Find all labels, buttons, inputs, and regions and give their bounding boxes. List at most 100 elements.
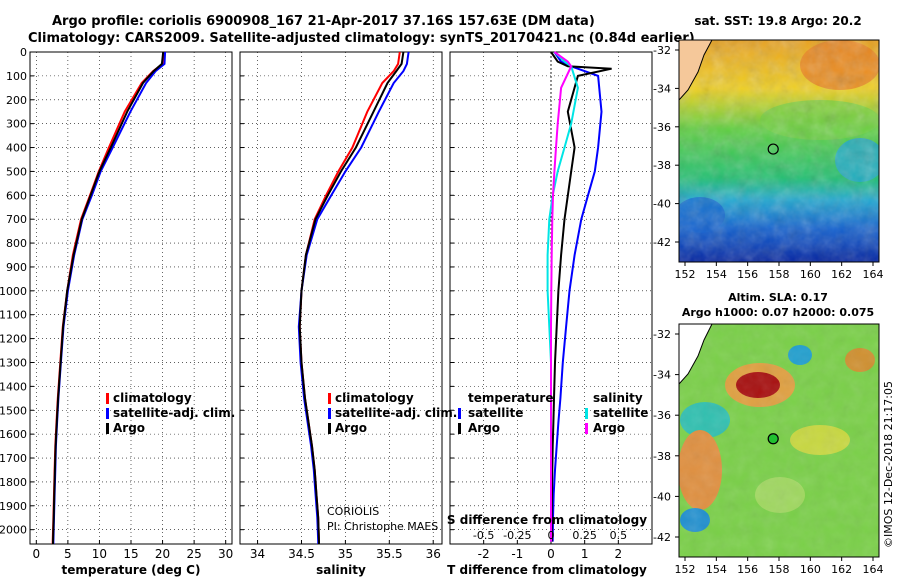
- lon-tick-label: 158: [769, 268, 790, 281]
- depth-tick-label: 0: [20, 46, 27, 59]
- lon-tick-label: 158: [769, 563, 790, 576]
- x-tick-label: 35: [338, 547, 353, 561]
- legend-swatch-argo: [106, 423, 109, 434]
- legend-sal-satellite: satellite: [593, 406, 648, 420]
- legend-temperature-title: temperature: [468, 391, 553, 405]
- t-difference-x-ticks: -2 -1 0 1 2: [478, 547, 622, 561]
- s-x-tick-label: -0.5: [473, 529, 494, 542]
- salinity-legend: climatology satellite-adj. clim. Argo CO…: [327, 391, 457, 533]
- x-tick-label: -1: [511, 547, 523, 561]
- sla-float-marker: [767, 433, 779, 445]
- legend-climatology: climatology: [335, 391, 414, 405]
- depth-tick-label: 1800: [0, 476, 27, 489]
- series-line-salinity-argo: [550, 51, 573, 542]
- sst-lat-ticks: -32 -34 -36 -38 -40 -42: [653, 44, 679, 249]
- depth-tick-label: 900: [6, 261, 27, 274]
- temperature-panel-frame: [29, 51, 233, 545]
- legend-swatch-temp-argo: [458, 423, 461, 434]
- depth-tick-label: 200: [6, 94, 27, 107]
- series-line-climatology: [51, 51, 165, 544]
- lon-tick-label: 152: [675, 268, 696, 281]
- credit-pi: PI: Christophe MAES: [327, 520, 438, 533]
- salinity-lines: [297, 51, 410, 544]
- sst-texture: [679, 40, 879, 262]
- legend-swatch-sal-satellite: [585, 408, 588, 419]
- depth-tick-label: 1300: [0, 356, 27, 369]
- lon-tick-label: 164: [863, 268, 884, 281]
- x-tick-label: -2: [478, 547, 490, 561]
- lon-tick-label: 154: [706, 268, 727, 281]
- depth-tick-label: 1600: [0, 428, 27, 441]
- depth-tick-label: 600: [6, 189, 27, 202]
- legend-temp-argo: Argo: [468, 421, 500, 435]
- legend-satellite: satellite-adj. clim.: [113, 406, 235, 420]
- x-tick-label: 1: [581, 547, 589, 561]
- lat-tick-label: -40: [653, 198, 671, 211]
- s-x-tick-label: -0.25: [503, 529, 531, 542]
- lat-tick-label: -34: [653, 369, 671, 382]
- temperature-grid: [30, 51, 232, 544]
- sla-map: [679, 324, 879, 557]
- salinity-panel-frame: [239, 51, 443, 545]
- legend-swatch-satellite: [106, 408, 109, 419]
- lat-tick-label: -40: [653, 490, 671, 503]
- copyright-stamp: ©IMOS 12-Dec-2018 21:17:05: [882, 381, 895, 548]
- legend-temp-satellite: satellite: [468, 406, 523, 420]
- salinity-grid: [240, 51, 442, 544]
- depth-tick-label: 1000: [0, 285, 27, 298]
- sst-lon-ticks: 152 154 156 158 160 162 164: [675, 262, 884, 281]
- x-tick-label: 15: [123, 547, 138, 561]
- depth-tick-label: 2000: [0, 524, 27, 537]
- t-difference-xlabel: T difference from climatology: [447, 563, 647, 577]
- lon-tick-label: 162: [831, 563, 852, 576]
- lon-tick-label: 160: [800, 563, 821, 576]
- lat-tick-label: -38: [653, 450, 671, 463]
- series-line-argo: [298, 51, 405, 544]
- lat-tick-label: -32: [653, 44, 671, 57]
- lat-tick-label: -42: [653, 236, 671, 249]
- depth-tick-label: 1200: [0, 333, 27, 346]
- legend-swatch-argo: [328, 423, 331, 434]
- s-difference-label: S difference from climatology: [447, 513, 647, 527]
- depth-tick-label: 1400: [0, 380, 27, 393]
- lat-tick-label: -38: [653, 159, 671, 172]
- temperature-legend: climatology satellite-adj. clim. Argo: [106, 391, 235, 435]
- credit-institution: CORIOLIS: [327, 505, 379, 518]
- depth-tick-label: 300: [6, 118, 27, 131]
- depth-tick-labels: 0 100 200 300 400 500 600 700 800 900 1000 1100 1200…: [0, 46, 27, 537]
- series-line-temperature-argo: [550, 51, 612, 542]
- x-tick-label: 34: [250, 547, 265, 561]
- lon-tick-label: 156: [737, 563, 758, 576]
- depth-tick-label: 400: [6, 142, 27, 155]
- lat-tick-label: -42: [653, 531, 671, 544]
- depth-tick-label: 1700: [0, 452, 27, 465]
- difference-legend: temperature satellite Argo salinity sate…: [458, 391, 648, 435]
- s-x-tick-label: 0.5: [610, 529, 628, 542]
- depth-tick-label: 500: [6, 165, 27, 178]
- sla-map-title1: Altim. SLA: 0.17: [728, 291, 828, 304]
- x-tick-label: 30: [218, 547, 233, 561]
- sla-map-title2: Argo h1000: 0.07 h2000: 0.075: [682, 306, 874, 319]
- legend-satellite: satellite-adj. clim.: [335, 406, 457, 420]
- legend-sal-argo: Argo: [593, 421, 625, 435]
- x-tick-label: 20: [155, 547, 170, 561]
- temperature-x-ticks: 0 5 10 15 20 25 30: [32, 547, 233, 561]
- legend-salinity-title: salinity: [593, 391, 643, 405]
- lon-tick-label: 162: [831, 268, 852, 281]
- x-tick-label: 0: [547, 547, 555, 561]
- sst-map: [679, 40, 879, 262]
- s-difference-x-ticks: -0.5 -0.25 0 0.25 0.5: [473, 529, 627, 542]
- x-tick-label: 10: [92, 547, 107, 561]
- legend-climatology: climatology: [113, 391, 192, 405]
- series-line-argo: [52, 51, 165, 544]
- temperature-lines: [51, 51, 167, 544]
- x-tick-label: 36: [426, 547, 441, 561]
- x-tick-label: 0: [32, 547, 40, 561]
- temperature-xlabel: temperature (deg C): [62, 563, 201, 577]
- lon-tick-label: 160: [800, 268, 821, 281]
- sst-float-marker: [767, 143, 779, 155]
- x-tick-label: 25: [186, 547, 201, 561]
- depth-tick-label: 1100: [0, 309, 27, 322]
- depth-tick-label: 700: [6, 213, 27, 226]
